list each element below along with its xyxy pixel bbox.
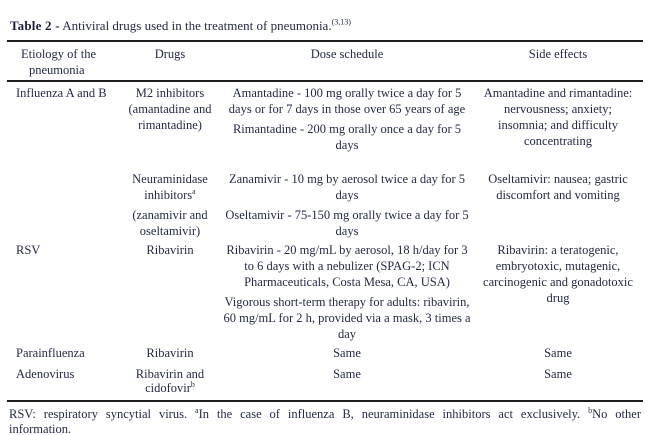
cell-drugs: Ribavirin	[146, 345, 194, 360]
cell-etiology: Influenza A and B	[16, 85, 107, 100]
dose-paragraph: Vigorous short-term therapy for adults: …	[223, 294, 471, 341]
cell-dose-schedule: Same	[333, 366, 361, 381]
drug-name: Ribavirin	[146, 242, 194, 257]
dose-paragraph: Oseltamivir - 75-150 mg orally twice a d…	[225, 207, 469, 238]
footnote-note-b: No other information.	[9, 406, 641, 435]
reference-superscript: (3,13)	[331, 17, 351, 27]
table-body: Influenza A and B M2 inhibitors (amantad…	[7, 82, 643, 400]
table-row-parainfluenza: Parainfluenza Ribavirin Same Same	[7, 342, 643, 364]
horizontal-rule-header	[7, 79, 643, 82]
table-row-influenza-m2: Influenza A and B M2 inhibitors (amantad…	[7, 82, 643, 168]
drug-name-secondary: (zanamivir and oseltamivir)	[132, 207, 208, 238]
cell-side-effects: Ribavirin: a teratogenic, embryotoxic, m…	[483, 242, 633, 305]
cell-drugs: Ribavirin and cidofovirb	[119, 367, 221, 396]
header-etiology: Etiology of the pneumonia	[7, 46, 119, 78]
horizontal-rule-bottom	[7, 399, 643, 402]
cell-drugs: Neuraminidase inhibitorsa (zanamivir and…	[119, 171, 221, 239]
cell-etiology	[7, 171, 119, 239]
drug-name: Neuraminidase inhibitorsa	[119, 171, 221, 203]
drug-name-text: Ribavirin and cidofovir	[135, 366, 205, 396]
footnote-abbreviation: RSV: respiratory syncytial virus.	[9, 406, 195, 421]
footnote-note-a: In the case of influenza B, neuraminidas…	[198, 406, 589, 421]
dose-paragraph: Amantadine - 100 mg orally twice a day f…	[228, 85, 466, 116]
cell-dose-schedule: Same	[333, 345, 361, 360]
cell-side-effects: Amantadine and rimantadine: nervousness;…	[483, 85, 633, 148]
footnote-marker-a: a	[192, 186, 196, 196]
table-number: Table 2 -	[10, 18, 60, 33]
table-caption-text: Antiviral drugs used in the treatment of…	[59, 18, 332, 33]
cell-dose-schedule: Zanamivir - 10 mg by aerosol twice a day…	[221, 171, 473, 239]
cell-dose-schedule: Ribavirin - 20 mg/mL by aerosol, 18 h/da…	[221, 242, 473, 342]
dose-paragraph: Rimantadine - 200 mg orally once a day f…	[232, 121, 462, 152]
cell-side-effects: Same	[544, 345, 572, 360]
table-row-adenovirus: Adenovirus Ribavirin and cidofovirb Same…	[7, 364, 643, 400]
cell-drugs: Ribavirin	[119, 242, 221, 342]
footnote-marker-b: b	[588, 405, 593, 415]
cell-etiology: RSV	[16, 242, 41, 257]
cell-etiology: Adenovirus	[16, 366, 75, 381]
cell-side-effects: Same	[544, 366, 572, 381]
dose-paragraph: Ribavirin - 20 mg/mL by aerosol, 18 h/da…	[226, 242, 468, 289]
cell-dose-schedule: Amantadine - 100 mg orally twice a day f…	[221, 85, 473, 168]
dose-paragraph: Zanamivir - 10 mg by aerosol twice a day…	[228, 171, 466, 202]
table-footnote: RSV: respiratory syncytial virus. aIn th…	[7, 402, 643, 435]
cell-etiology: Parainfluenza	[16, 345, 85, 360]
table-row-rsv: RSV Ribavirin Ribavirin - 20 mg/mL by ae…	[7, 239, 643, 342]
cell-side-effects: Oseltamivir: nausea; gastric discomfort …	[488, 171, 628, 202]
header-drugs: Drugs	[154, 46, 186, 61]
drug-name-text: Neuraminidase inhibitors	[132, 171, 208, 202]
header-side-effects: Side effects	[528, 46, 588, 61]
table-row-influenza-neuraminidase: Neuraminidase inhibitorsa (zanamivir and…	[7, 168, 643, 239]
header-etiology-line2: pneumonia	[29, 62, 85, 77]
drug-name: M2 inhibitors (amantadine and rimantadin…	[128, 85, 212, 132]
horizontal-rule-top	[7, 39, 643, 42]
footnote-marker-a: a	[195, 405, 199, 415]
cell-drugs: M2 inhibitors (amantadine and rimantadin…	[119, 85, 221, 168]
footnote-marker-b: b	[190, 379, 195, 389]
drug-name: Ribavirin and cidofovirb	[119, 367, 221, 396]
header-etiology-line1: Etiology of the	[21, 46, 96, 61]
table-header-row: Etiology of the pneumonia Drugs Dose sch…	[7, 42, 643, 80]
header-dose-schedule: Dose schedule	[310, 46, 384, 61]
table-caption: Table 2 - Antiviral drugs used in the tr…	[10, 18, 643, 35]
